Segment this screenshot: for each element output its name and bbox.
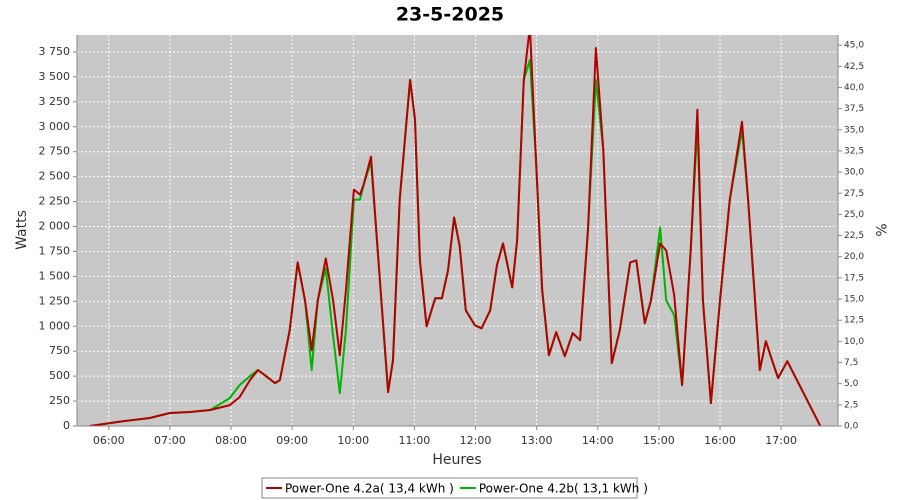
y2-tick-label: 45,0 — [844, 41, 864, 51]
y-tick-label: 2 500 — [39, 170, 71, 183]
y-tick-label: 1 000 — [39, 319, 71, 332]
series-line — [89, 35, 822, 426]
y2-axis-label: % — [872, 223, 888, 236]
legend-label: Power-One 4.2a( 13,4 kWh ) — [285, 482, 454, 496]
y-tick-label: 750 — [49, 344, 70, 357]
y2-tick-label: 32,5 — [844, 146, 864, 156]
y-tick-label: 1 750 — [39, 244, 71, 257]
x-tick-label: 11:00 — [399, 434, 431, 447]
x-tick-label: 16:00 — [704, 434, 736, 447]
y2-tick-label: 30,0 — [844, 168, 864, 178]
y-axis-label: Watts — [14, 210, 30, 250]
y-tick-label: 3 250 — [39, 95, 71, 108]
y-tick-label: 2 250 — [39, 195, 71, 208]
x-tick-label: 10:00 — [337, 434, 369, 447]
y2-tick-label: 22,5 — [844, 231, 864, 241]
x-tick-label: 07:00 — [154, 434, 186, 447]
y-tick-label: 3 500 — [39, 70, 71, 83]
y-tick-label: 500 — [49, 369, 70, 382]
y2-tick-label: 15,0 — [844, 295, 864, 305]
legend-label: Power-One 4.2b( 13,1 kWh ) — [479, 482, 648, 496]
y-tick-label: 2 000 — [39, 220, 71, 233]
y2-tick-label: 0,0 — [844, 422, 859, 432]
y-tick-label: 3 750 — [39, 45, 71, 58]
x-axis-label: Heures — [432, 452, 481, 468]
x-tick-label: 06:00 — [93, 434, 125, 447]
y-tick-label: 1 500 — [39, 269, 71, 282]
y2-tick-label: 37,5 — [844, 104, 864, 114]
y2-tick-label: 35,0 — [844, 125, 864, 135]
x-tick-label: 12:00 — [460, 434, 492, 447]
y-tick-label: 1 250 — [39, 294, 71, 307]
y2-tick-label: 40,0 — [844, 83, 864, 93]
y2-tick-label: 17,5 — [844, 273, 864, 283]
y2-tick-label: 12,5 — [844, 316, 864, 326]
y-tick-label: 250 — [49, 394, 70, 407]
y2-tick-label: 25,0 — [844, 210, 864, 220]
x-tick-label: 08:00 — [215, 434, 247, 447]
y2-tick-label: 7,5 — [844, 358, 858, 368]
y2-tick-label: 10,0 — [844, 337, 864, 347]
x-tick-label: 14:00 — [582, 434, 614, 447]
y-tick-label: 0 — [63, 419, 70, 432]
x-tick-label: 09:00 — [276, 434, 308, 447]
y-tick-label: 2 750 — [39, 145, 71, 158]
x-tick-label: 15:00 — [643, 434, 675, 447]
x-tick-label: 17:00 — [765, 434, 797, 447]
chart-title: 23-5-2025 — [396, 4, 504, 26]
y2-tick-label: 42,5 — [844, 62, 864, 72]
y2-tick-label: 27,5 — [844, 189, 864, 199]
y-tick-label: 3 000 — [39, 120, 71, 133]
legend-box — [261, 477, 638, 499]
y2-tick-label: 2,5 — [844, 400, 858, 410]
y2-tick-label: 20,0 — [844, 252, 864, 262]
y2-tick-label: 5,0 — [844, 379, 859, 389]
x-tick-label: 13:00 — [521, 434, 553, 447]
